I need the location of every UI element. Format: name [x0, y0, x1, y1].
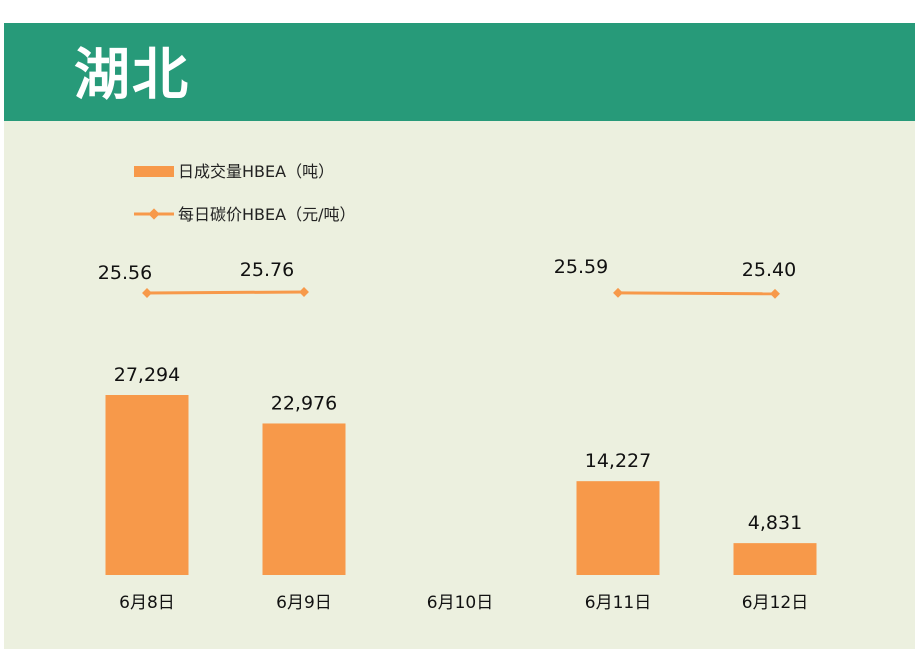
price-value-label: 25.56 [98, 262, 152, 284]
volume-bar [576, 481, 660, 575]
price-line-segment [617, 291, 776, 296]
volume-value-label: 14,227 [585, 450, 651, 472]
price-point [142, 288, 152, 298]
volume-value-label: 4,831 [748, 512, 802, 534]
price-value-label: 25.59 [554, 256, 608, 278]
legend-bar-swatch [134, 166, 174, 177]
volume-value-label: 27,294 [114, 364, 180, 386]
header-bar [4, 23, 915, 121]
volume-bar [105, 395, 189, 575]
price-value-label: 25.40 [742, 259, 796, 281]
price-line-segment [146, 290, 305, 295]
page-title: 湖北 [74, 43, 190, 108]
volume-value-label: 22,976 [271, 392, 337, 414]
legend-line-marker [148, 208, 160, 220]
volume-bar [733, 543, 817, 575]
price-point [299, 287, 309, 297]
price-value-label: 25.76 [240, 259, 294, 281]
x-tick-label: 6月9日 [276, 593, 332, 613]
legend-price-label: 每日碳价HBEA（元/吨） [178, 205, 355, 224]
x-tick-label: 6月11日 [585, 593, 651, 613]
x-tick-label: 6月12日 [742, 593, 808, 613]
legend-volume-label: 日成交量HBEA（吨） [178, 162, 334, 181]
x-tick-label: 6月10日 [427, 593, 493, 613]
price-point [770, 288, 780, 299]
x-tick-label: 6月8日 [119, 593, 175, 613]
price-point [613, 287, 623, 298]
volume-bar [262, 423, 346, 575]
